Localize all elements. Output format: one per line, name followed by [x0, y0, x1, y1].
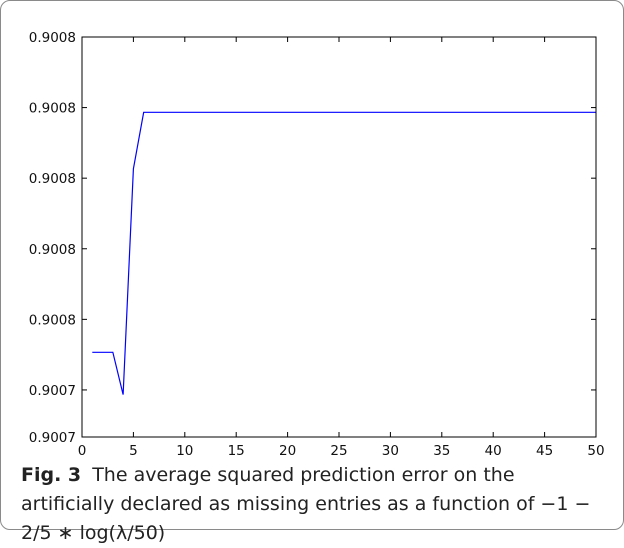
y-tick-label: 0.9007: [29, 430, 76, 446]
y-tick-label: 0.9008: [29, 312, 76, 328]
y-tick-label: 0.9008: [29, 30, 76, 46]
series-line: [92, 111, 596, 395]
x-tick-label: 40: [485, 443, 502, 456]
x-tick-label: 20: [279, 443, 296, 456]
caption-label: Fig. 3: [21, 464, 82, 486]
x-tick-label: 45: [536, 443, 553, 456]
x-tick-label: 50: [587, 443, 604, 456]
y-tick-label: 0.9008: [29, 171, 76, 187]
plot-frame: [81, 36, 597, 438]
caption-text: The average squared prediction error on …: [21, 464, 591, 544]
y-tick-label: 0.9008: [29, 242, 76, 258]
x-tick-label: 0: [78, 443, 87, 456]
figure-caption: Fig. 3 The average squared prediction er…: [21, 461, 611, 548]
x-tick-label: 35: [433, 443, 450, 456]
x-tick-label: 5: [129, 443, 138, 456]
x-tick-label: 10: [176, 443, 193, 456]
plot-area: [82, 37, 596, 437]
y-tick-label: 0.9008: [29, 101, 76, 117]
x-tick-label: 25: [330, 443, 347, 456]
y-tick-label: 0.9007: [29, 383, 76, 399]
x-tick-label: 15: [228, 443, 245, 456]
x-tick-label: 30: [382, 443, 399, 456]
line-chart: 0 5 10 15 20 25 30 35 40 45 50 0.9007 0.9007 0.9008 0.…: [29, 30, 605, 456]
